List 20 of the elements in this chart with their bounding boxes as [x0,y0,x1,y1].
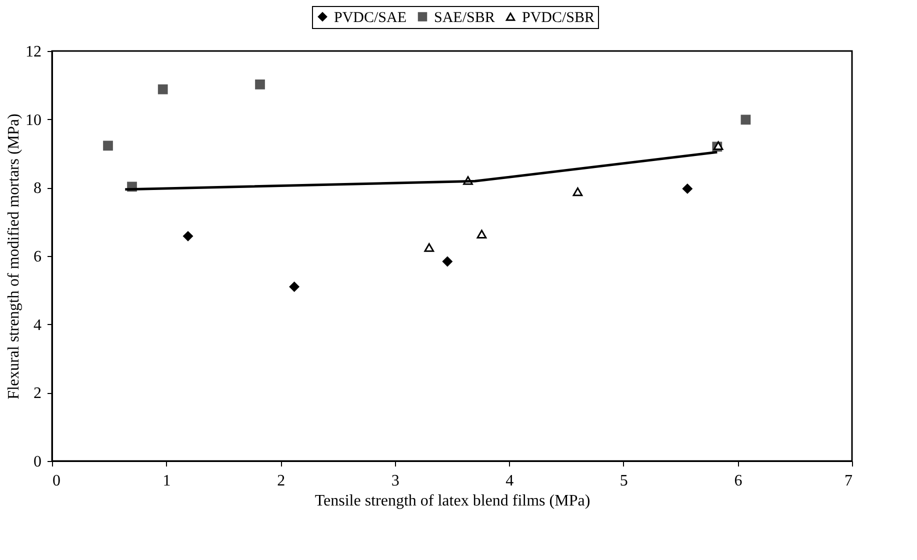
x-tick-label: 3 [391,472,400,490]
y-tick-label: 2 [34,385,42,402]
legend-label: PVDC/SAE [334,10,407,26]
y-tick-label: 6 [34,248,42,266]
legend-label: SAE/SBR [434,10,495,26]
x-tick-label: 1 [162,472,171,490]
x-tick-label: 0 [52,472,60,490]
x-tick-label: 5 [620,472,628,490]
y-tick-label: 8 [34,180,42,198]
y-tick-label: 0 [34,454,42,470]
legend-label: PVDC/SBR [522,10,595,26]
y-tick-label: 4 [34,316,42,334]
x-tick-label: 4 [506,472,514,490]
x-tick-label: 6 [734,472,742,490]
y-axis-title: Flexural strength of modified mortars (MPa) [6,114,22,400]
y-tick-label: 10 [26,112,42,129]
x-tick-label: 2 [277,472,286,490]
x-tick-label: 7 [844,472,852,490]
y-tick-label: 12 [26,44,42,60]
x-axis-title: Tensile strength of latex blend films (MPa) [314,492,590,510]
